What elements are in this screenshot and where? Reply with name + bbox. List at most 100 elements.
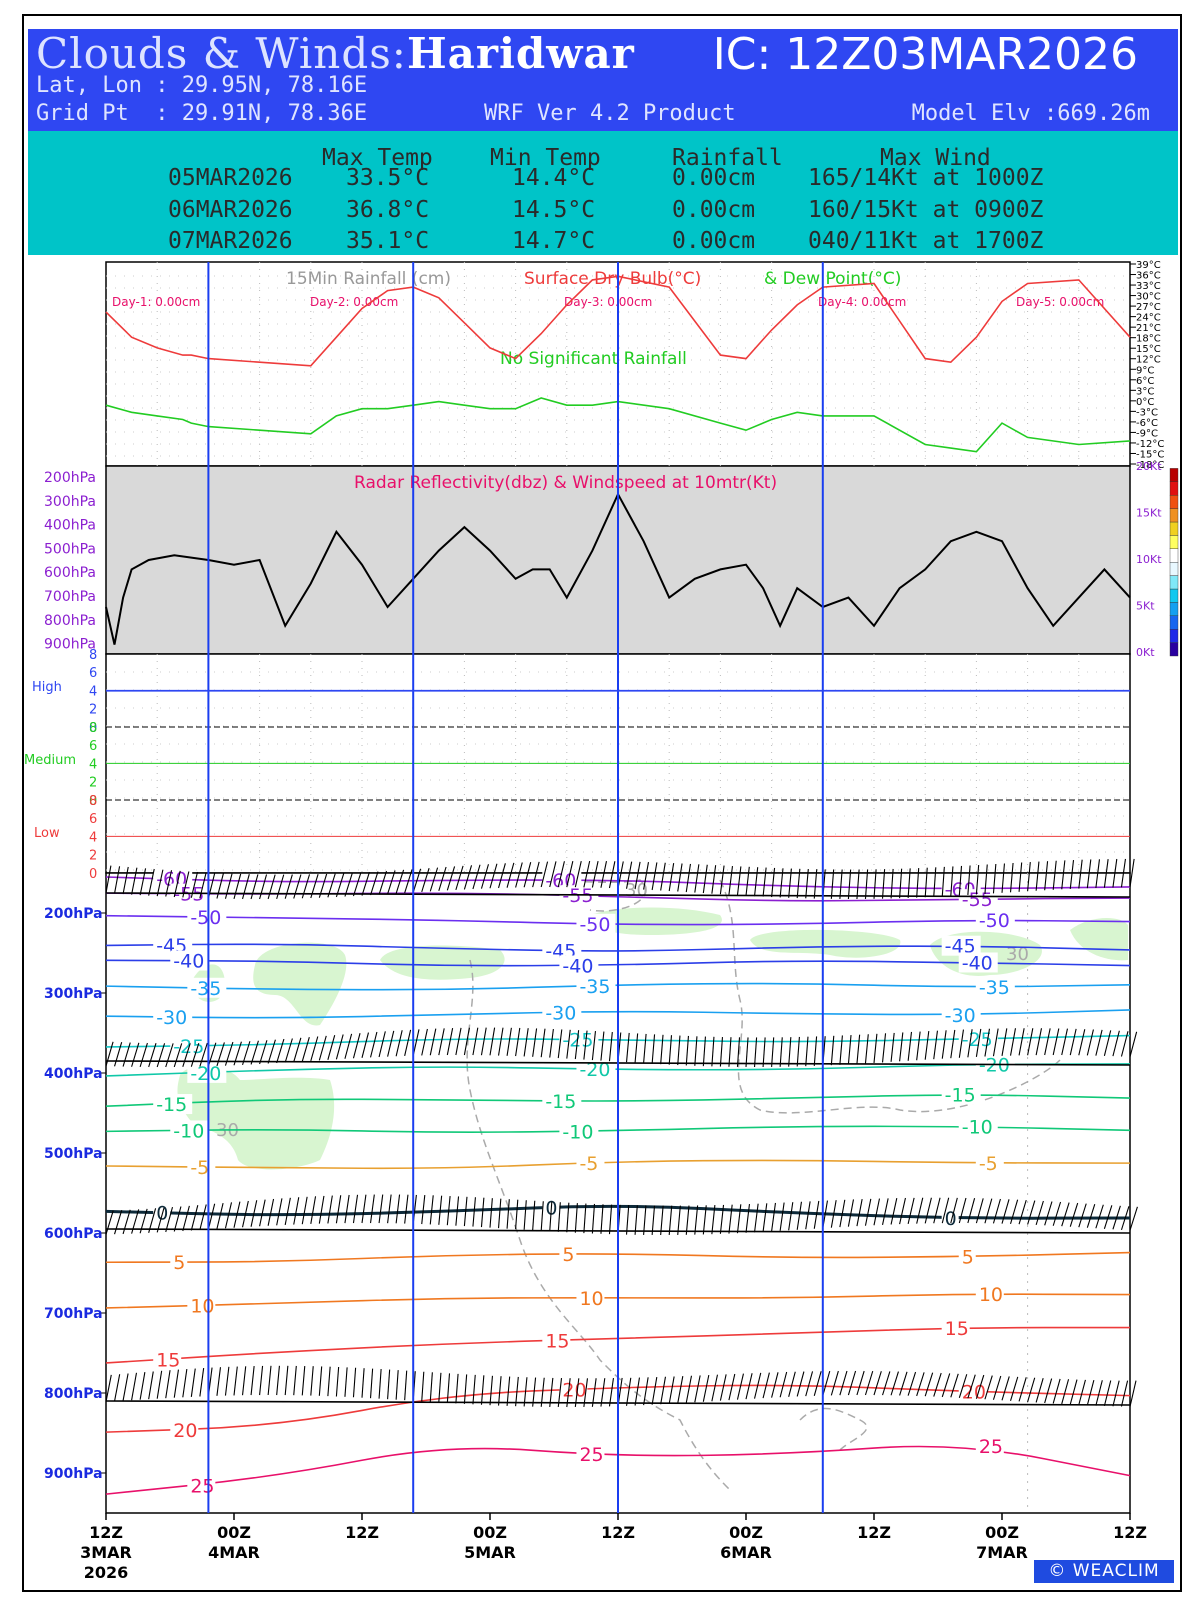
wind-barb	[958, 1374, 968, 1398]
wind-barb	[788, 1037, 792, 1067]
temp-tick-label: 6°C	[1136, 376, 1154, 387]
wind-barb	[668, 1205, 673, 1236]
wind-barb	[1095, 1029, 1103, 1056]
isotherm-label: -55	[562, 885, 593, 907]
wind-barb	[148, 1371, 154, 1400]
cloud-tick-label: 4	[89, 830, 97, 845]
wind-barb	[352, 872, 362, 897]
wind-barb	[992, 1028, 999, 1057]
isotherm-label: 0	[945, 1208, 957, 1230]
wind-barb	[830, 1370, 839, 1396]
wind-barb	[378, 1369, 382, 1399]
wind-barb	[148, 868, 155, 896]
wind-barb	[1112, 1380, 1120, 1407]
cloud-layer-label: High	[32, 680, 62, 695]
dbz-swatch	[1169, 588, 1179, 603]
wind-barb	[933, 1197, 941, 1224]
isotherm-label-bg	[559, 1379, 588, 1400]
wind-barb	[438, 1028, 445, 1056]
wind-barb	[583, 860, 591, 888]
row-min: 14.5°C	[512, 197, 596, 223]
wind-barb	[608, 1378, 615, 1407]
x-tick-label: 00Z	[217, 1523, 251, 1542]
dbz-swatch	[1169, 481, 1179, 496]
model-elevation: Model Elv :669.26m	[911, 101, 1150, 126]
wind-barb	[114, 1042, 123, 1067]
wind-barb	[1010, 1376, 1019, 1402]
wind-barb	[429, 1028, 437, 1056]
wind-barb	[890, 1032, 895, 1062]
wind-barb	[370, 871, 379, 896]
wind-barb	[702, 1036, 706, 1067]
isotherm-label: -30	[156, 1007, 187, 1029]
x-date-label: 3MAR	[80, 1543, 132, 1562]
wind-barb	[625, 1205, 630, 1235]
isotherm-label: -35	[579, 976, 610, 998]
wind-barb	[523, 1200, 527, 1230]
wind-barb	[361, 1032, 370, 1058]
wind-barb	[830, 869, 835, 899]
wind-barb	[651, 1205, 656, 1236]
radar-right-label: 10Kt	[1136, 553, 1162, 566]
isotherm-label-bg	[153, 1094, 193, 1115]
wind-barb	[156, 1207, 165, 1233]
lat-lon: Lat, Lon : 29.95N, 78.16E	[36, 73, 368, 98]
wind-barb	[472, 864, 481, 890]
wind-barb	[711, 865, 717, 894]
wind-barb	[259, 874, 268, 900]
wind-barb	[1069, 1379, 1078, 1405]
x-tick-label: 12Z	[345, 1523, 379, 1542]
wind-barb	[1044, 1378, 1053, 1404]
wind-barb	[105, 1041, 114, 1067]
wind-barb	[199, 1367, 205, 1397]
pressure-ticks: 200hPa 300hPa 400hPa 500hPa 600hPa 700hPa 800h…	[44, 906, 106, 1482]
wind-barb	[992, 1375, 1002, 1400]
cloud-tick-label: 4	[89, 757, 97, 772]
row-max: 33.5°C	[346, 165, 430, 191]
isotherm-label: -20	[979, 1054, 1010, 1076]
wind-barb	[276, 1365, 280, 1396]
isotherm-label: -40	[962, 952, 993, 974]
isotherm-label-bg	[958, 889, 998, 910]
wind-barb	[540, 1201, 544, 1231]
wind-barb	[267, 1365, 272, 1396]
wind-barb	[745, 1037, 749, 1068]
wind-barb	[847, 1370, 857, 1396]
wind-barb	[1018, 1377, 1027, 1402]
wind-barb	[566, 1202, 570, 1233]
isotherm-label: -15	[545, 1091, 576, 1113]
wind-barb	[293, 1197, 300, 1225]
wind-barb	[395, 1370, 399, 1400]
row-date: 06MAR2026	[168, 197, 293, 223]
wind-barb	[1095, 859, 1101, 888]
wind-barb	[634, 1205, 638, 1235]
wind-barb	[395, 869, 405, 894]
wind-barb	[1129, 1031, 1138, 1057]
wind-barb	[1069, 1028, 1077, 1056]
isotherm-label: -5	[190, 1157, 209, 1179]
wind-barb	[1095, 1380, 1103, 1406]
isotherm-line	[105, 1445, 1131, 1495]
wind-barb	[1027, 1200, 1036, 1225]
temp-y-ticks: 39°C36°C33°C30°C27°C24°C21°C18°C15°C12°C…	[1130, 260, 1164, 471]
wind-barb	[156, 869, 164, 897]
isotherm-label: -55	[173, 884, 204, 906]
wind-barb	[284, 874, 293, 899]
isotherm-label: 20	[562, 1380, 586, 1402]
wind-barb	[711, 1205, 716, 1235]
wind-barb	[506, 862, 515, 888]
wind-barb	[429, 867, 439, 892]
cloud-tick-label: 2	[89, 849, 97, 864]
wind-barb	[736, 1204, 742, 1234]
temp-tick-label: -3°C	[1136, 407, 1158, 418]
isotherm-label: -15	[156, 1094, 187, 1116]
dbz-swatch	[1169, 508, 1179, 523]
isotherm-label-bg	[542, 1197, 560, 1218]
isotherm-label: -35	[190, 978, 221, 1000]
wind-barb	[199, 1204, 207, 1231]
wind-barb	[224, 1366, 230, 1396]
wind-barb	[1009, 862, 1014, 893]
isotherm-label-bg	[153, 1349, 182, 1370]
wind-barb	[369, 1194, 375, 1224]
wind-barb	[139, 868, 147, 896]
